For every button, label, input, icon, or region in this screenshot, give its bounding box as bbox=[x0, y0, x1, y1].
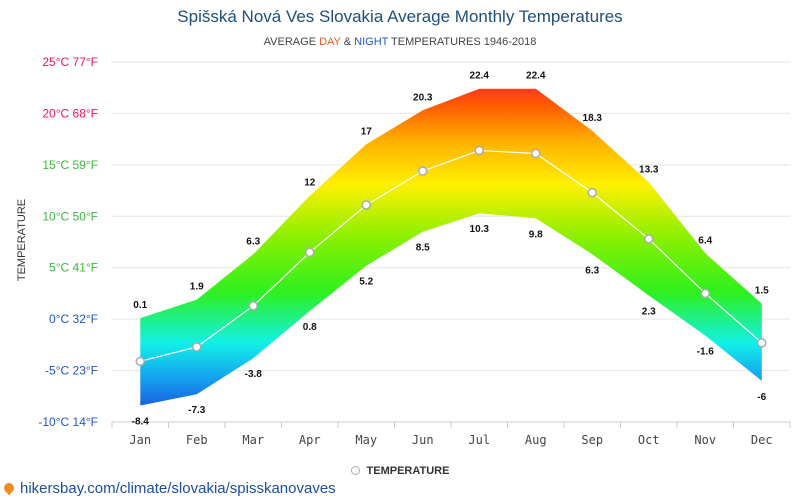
y-tick-label: 15°C 59°F bbox=[42, 158, 98, 172]
night-value-label: 2.3 bbox=[642, 306, 656, 317]
y-axis-ticks: 25°C 77°F 20°C 68°F 15°C 59°F 10°C 50°F 5°C … bbox=[38, 55, 98, 429]
source-url: hikersbay.com/climate/slovakia/spisskano… bbox=[20, 480, 336, 497]
month-label: Apr bbox=[299, 433, 321, 447]
night-value-label: -1.6 bbox=[697, 347, 715, 358]
month-label: Feb bbox=[186, 433, 208, 447]
day-value-label: 12 bbox=[304, 178, 316, 189]
legend-label: TEMPERATURE bbox=[366, 465, 450, 477]
day-value-label: 17 bbox=[361, 126, 373, 137]
y-tick-label: 5°C 41°F bbox=[49, 261, 98, 275]
month-label: May bbox=[355, 433, 377, 447]
month-label: Mar bbox=[242, 433, 264, 447]
temperature-point[interactable] bbox=[305, 247, 315, 258]
month-label: Sep bbox=[581, 433, 603, 447]
month-label: Dec bbox=[751, 433, 773, 447]
temperature-point[interactable] bbox=[418, 166, 428, 176]
night-value-labels: -8.4 -7.3 -3.8 0.8 5.2 8.5 10.3 9.8 6.3 2.3 -1.6 -6 bbox=[132, 224, 767, 427]
night-value-label: -3.8 bbox=[245, 369, 263, 380]
temperature-point[interactable] bbox=[644, 234, 654, 244]
day-value-label: 13.3 bbox=[639, 164, 659, 175]
subtitle-suffix: TEMPERATURES 1946-2018 bbox=[388, 36, 537, 48]
temperature-point[interactable] bbox=[587, 187, 597, 198]
y-tick-label: 25°C 77°F bbox=[42, 55, 98, 69]
x-axis-months: Jan Feb Mar Apr May Jun Jul Aug Sep Oct Nov Dec bbox=[129, 433, 772, 447]
y-tick-label: 0°C 32°F bbox=[49, 312, 98, 326]
day-value-label: 6.3 bbox=[246, 236, 260, 247]
temperature-point[interactable] bbox=[474, 145, 484, 156]
night-value-label: 6.3 bbox=[585, 265, 599, 276]
temperature-point[interactable] bbox=[700, 288, 710, 299]
day-value-label: 18.3 bbox=[583, 113, 603, 124]
night-value-label: -7.3 bbox=[188, 405, 206, 416]
legend-marker-icon bbox=[350, 466, 360, 475]
day-value-label: 20.3 bbox=[413, 92, 433, 103]
temperature-point[interactable] bbox=[248, 301, 258, 311]
night-value-label: 0.8 bbox=[303, 322, 317, 333]
day-value-label: 22.4 bbox=[526, 71, 546, 82]
temperature-band bbox=[140, 88, 762, 406]
temperature-point[interactable] bbox=[531, 148, 541, 159]
subtitle-day: DAY bbox=[319, 36, 341, 48]
night-value-label: 5.2 bbox=[359, 277, 373, 288]
temperature-line bbox=[140, 149, 763, 362]
y-tick-label: 20°C 68°F bbox=[42, 106, 98, 120]
temperature-point[interactable] bbox=[361, 200, 371, 210]
night-value-label: -6 bbox=[757, 392, 766, 403]
month-label: Nov bbox=[694, 433, 716, 447]
day-value-labels: 0.1 1.9 6.3 12 17 20.3 22.4 22.4 18.3 13.3 6.4 1.5 bbox=[133, 71, 769, 311]
night-value-label: 8.5 bbox=[416, 243, 430, 254]
day-value-label: 1.5 bbox=[755, 286, 769, 297]
day-value-label: 6.4 bbox=[698, 235, 712, 246]
night-value-label: -8.4 bbox=[132, 417, 150, 428]
chart-legend[interactable]: TEMPERATURE bbox=[0, 465, 800, 477]
day-value-label: 0.1 bbox=[133, 300, 147, 311]
y-axis-label: TEMPERATURE bbox=[16, 199, 28, 281]
subtitle-night: NIGHT bbox=[354, 36, 389, 48]
temperature-point[interactable] bbox=[192, 342, 202, 352]
subtitle-amp: & bbox=[340, 36, 355, 48]
y-tick-label: -10°C 14°F bbox=[38, 415, 98, 429]
temperature-points bbox=[135, 145, 767, 367]
month-label: Oct bbox=[638, 433, 660, 447]
night-value-label: 10.3 bbox=[470, 224, 490, 235]
chart-subtitle: AVERAGE DAY & NIGHT TEMPERATURES 1946-20… bbox=[0, 36, 800, 48]
source-link[interactable]: hikersbay.com/climate/slovakia/spisskano… bbox=[1, 480, 336, 497]
month-label: Jul bbox=[468, 433, 490, 447]
chart-title: Spišská Nová Ves Slovakia Average Monthl… bbox=[177, 7, 623, 26]
subtitle-prefix: AVERAGE bbox=[263, 36, 320, 48]
y-tick-label: -5°C 23°F bbox=[45, 364, 98, 378]
month-label: Aug bbox=[525, 433, 547, 447]
day-value-label: 22.4 bbox=[470, 71, 490, 82]
day-value-label: 1.9 bbox=[190, 282, 204, 293]
y-tick-label: 10°C 50°F bbox=[42, 209, 98, 223]
temperature-point[interactable] bbox=[135, 356, 145, 367]
location-pin-icon bbox=[1, 480, 17, 496]
month-label: Jun bbox=[412, 433, 434, 447]
month-label: Jan bbox=[129, 433, 151, 447]
temperature-point[interactable] bbox=[757, 338, 767, 348]
night-value-label: 9.8 bbox=[529, 229, 543, 240]
